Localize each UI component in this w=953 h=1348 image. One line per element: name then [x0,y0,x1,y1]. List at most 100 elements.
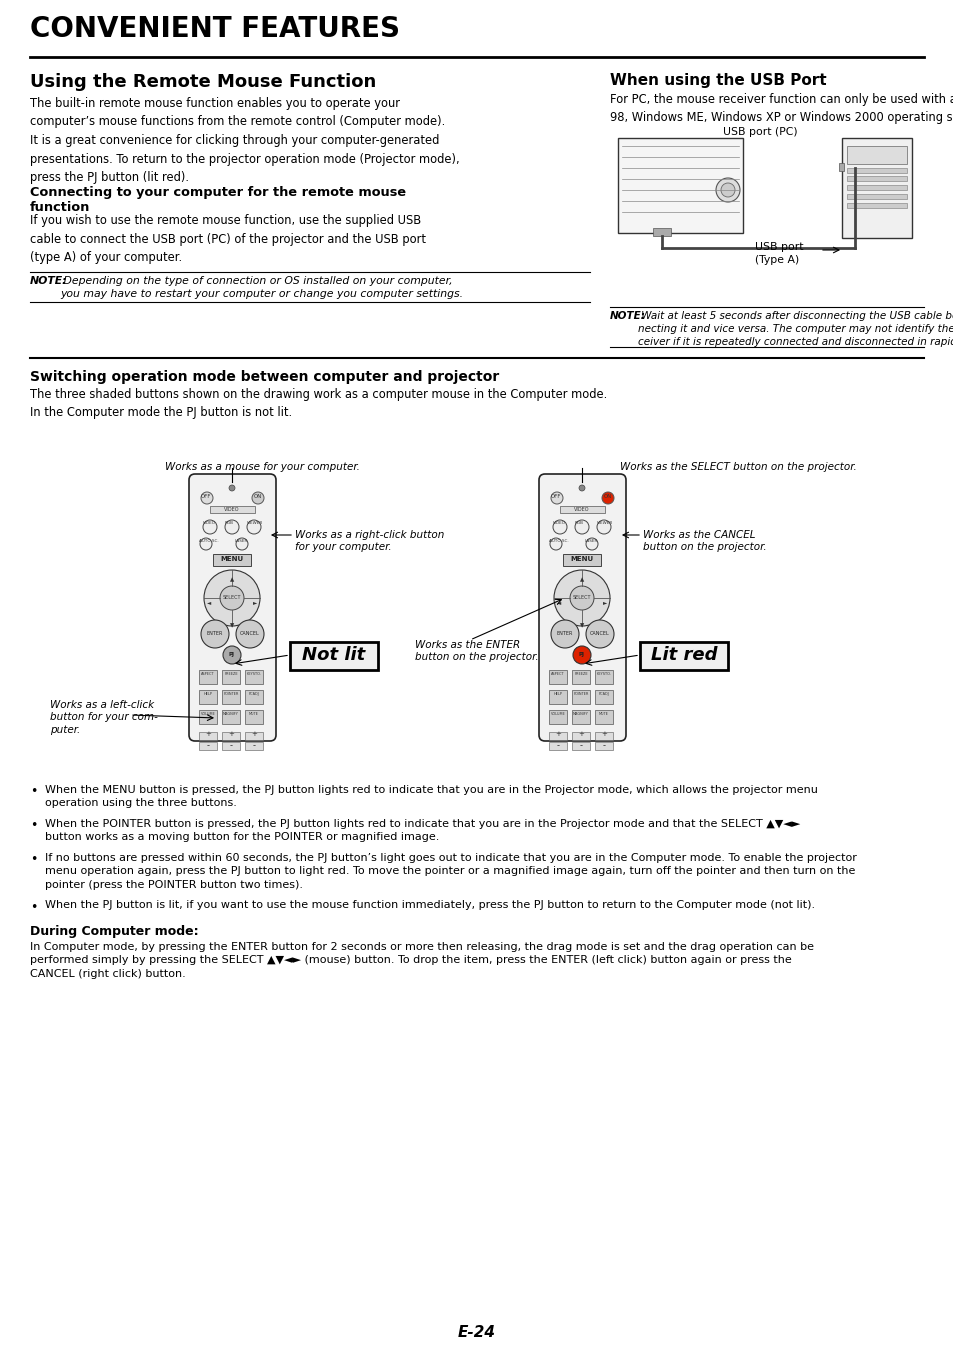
Text: The built-in remote mouse function enables you to operate your
computer’s mouse : The built-in remote mouse function enabl… [30,97,459,183]
Text: HELP: HELP [553,692,562,696]
Text: Depending on the type of connection or OS installed on your computer,
you may ha: Depending on the type of connection or O… [60,276,462,299]
Bar [595,741,613,749]
Text: ◄: ◄ [207,600,211,605]
Bar [245,670,263,683]
Circle shape [569,586,594,611]
Text: ◄: ◄ [557,600,560,605]
Text: VOLUME: VOLUME [200,712,215,716]
Text: MAGNIFY: MAGNIFY [223,712,238,716]
Bar [572,741,589,749]
Text: FREEZE: FREEZE [224,673,237,675]
Text: CONVENIENT FEATURES: CONVENIENT FEATURES [30,15,399,43]
Text: -: - [206,741,210,749]
Text: Using the Remote Mouse Function: Using the Remote Mouse Function [30,73,375,92]
Bar [572,732,589,740]
Bar [595,690,613,704]
Text: When the POINTER button is pressed, the PJ button lights red to indicate that yo: When the POINTER button is pressed, the … [45,820,800,842]
Text: CANCEL: CANCEL [240,631,259,636]
Circle shape [229,485,234,491]
Bar [199,710,216,724]
Bar [222,741,240,749]
Text: OFF: OFF [201,493,212,499]
Text: Lit red: Lit red [650,646,717,665]
Bar [572,690,589,704]
Text: NOTE:: NOTE: [609,311,645,321]
Text: VIDEO: VIDEO [203,520,215,524]
Text: When the PJ button is lit, if you want to use the mouse function immediately, pr: When the PJ button is lit, if you want t… [45,900,814,910]
Bar [846,194,906,200]
Bar [595,670,613,683]
Bar [562,554,600,566]
Text: VIEWER: VIEWER [597,520,613,524]
Bar [245,732,263,740]
Text: •: • [30,820,37,832]
Bar [199,732,216,740]
Text: •: • [30,785,37,798]
Text: MENU: MENU [570,555,593,562]
Text: ASPECT: ASPECT [551,673,564,675]
Text: ▼: ▼ [579,623,583,628]
Text: USB port (PC): USB port (PC) [722,127,797,137]
Bar [838,163,843,171]
Bar [222,732,240,740]
Bar [222,690,240,704]
Circle shape [225,520,239,534]
Text: ENTER: ENTER [207,631,223,636]
Bar [846,146,906,164]
Bar [846,177,906,181]
Text: KEYSTO.: KEYSTO. [246,673,261,675]
Text: KEYSTO.: KEYSTO. [596,673,611,675]
Text: -: - [253,741,255,749]
Bar [199,670,216,683]
Text: Works as a mouse for your computer.: Works as a mouse for your computer. [165,462,359,472]
Text: AUTO SC.: AUTO SC. [548,539,568,543]
Circle shape [550,538,561,550]
Bar [572,710,589,724]
Bar [548,670,566,683]
Circle shape [601,492,614,504]
Text: The three shaded buttons shown on the drawing work as a computer mouse in the Co: The three shaded buttons shown on the dr… [30,388,607,419]
Text: AUTO SC.: AUTO SC. [199,539,218,543]
Text: MENU: MENU [220,555,243,562]
Circle shape [578,485,584,491]
Circle shape [720,183,734,197]
Bar [846,168,906,173]
Text: VIDEO: VIDEO [224,507,239,512]
Text: In Computer mode, by pressing the ENTER button for 2 seconds or more then releas: In Computer mode, by pressing the ENTER … [30,942,813,979]
Text: Connecting to your computer for the remote mouse
function: Connecting to your computer for the remo… [30,186,406,214]
Text: POINTER: POINTER [573,692,588,696]
Bar [548,741,566,749]
Text: VIDEO: VIDEO [574,507,589,512]
Text: USB port
(Type A): USB port (Type A) [754,243,802,266]
Bar [245,741,263,749]
Bar [572,670,589,683]
Text: SELECT: SELECT [222,594,241,600]
Text: VIDEO: VIDEO [553,520,565,524]
Text: ASPECT: ASPECT [201,673,214,675]
Circle shape [554,570,609,625]
Bar [548,710,566,724]
Circle shape [575,520,588,534]
Text: SELECT: SELECT [572,594,591,600]
Text: Switching operation mode between computer and projector: Switching operation mode between compute… [30,369,498,384]
Circle shape [247,520,261,534]
Text: VOLUME: VOLUME [550,712,565,716]
Circle shape [201,620,229,648]
Circle shape [597,520,610,534]
Text: +: + [578,731,583,737]
Bar [199,741,216,749]
Text: For PC, the mouse receiver function can only be used with a Windows
98, Windows : For PC, the mouse receiver function can … [609,93,953,124]
Text: -: - [602,741,605,749]
Text: MAGNIFY: MAGNIFY [573,712,588,716]
Text: +: + [251,731,256,737]
Bar [846,185,906,190]
Bar [290,642,377,670]
Circle shape [203,520,216,534]
Text: Works as a right-click button
for your computer.: Works as a right-click button for your c… [294,530,444,553]
Bar [548,690,566,704]
Text: FREEZE: FREEZE [574,673,587,675]
Text: If you wish to use the remote mouse function, use the supplied USB
cable to conn: If you wish to use the remote mouse func… [30,214,426,264]
Bar [639,642,727,670]
Circle shape [573,646,590,665]
Text: +: + [205,731,211,737]
